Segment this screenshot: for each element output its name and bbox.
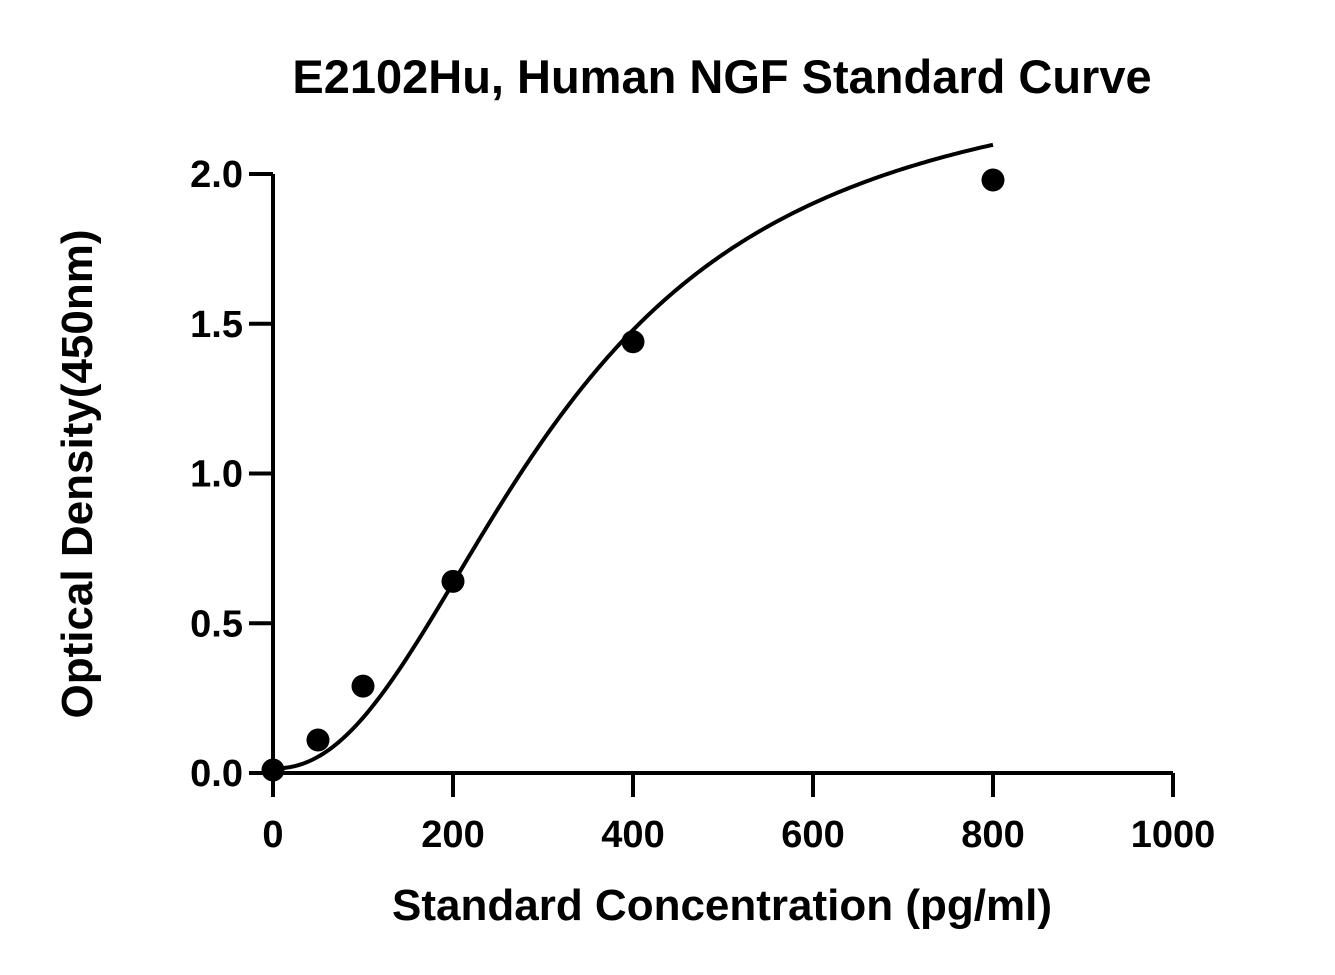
axes — [271, 174, 1173, 775]
x-tick-label: 0 — [262, 814, 283, 856]
y-tick-label: 0.5 — [190, 603, 243, 645]
ticks: 0.0 0.5 1.0 1.5 2.0 0 200 400 600 800 1000 — [190, 154, 1215, 856]
y-tick-label: 1.0 — [190, 454, 243, 496]
x-tick-label: 1000 — [1131, 814, 1216, 856]
data-point — [981, 168, 1005, 192]
y-tick-label: 2.0 — [190, 154, 243, 196]
data-point — [621, 330, 645, 354]
x-tick-label: 800 — [961, 814, 1024, 856]
x-tick-label: 600 — [781, 814, 844, 856]
data-point — [351, 674, 375, 698]
data-point — [306, 728, 330, 752]
x-axis-label: Standard Concentration (pg/ml) — [392, 881, 1052, 930]
fit-curve — [272, 142, 994, 771]
fit-curve-layer — [272, 142, 994, 771]
y-tick-label: 1.5 — [190, 304, 243, 346]
y-axis-label: Optical Density(450nm) — [53, 229, 102, 718]
data-point — [261, 758, 285, 782]
data-point — [441, 569, 465, 593]
y-tick-label: 0.0 — [190, 753, 243, 795]
chart-title: E2102Hu, Human NGF Standard Curve — [292, 50, 1151, 103]
x-tick-label: 200 — [421, 814, 484, 856]
x-tick-label: 400 — [601, 814, 664, 856]
data-points-layer — [261, 168, 1005, 782]
